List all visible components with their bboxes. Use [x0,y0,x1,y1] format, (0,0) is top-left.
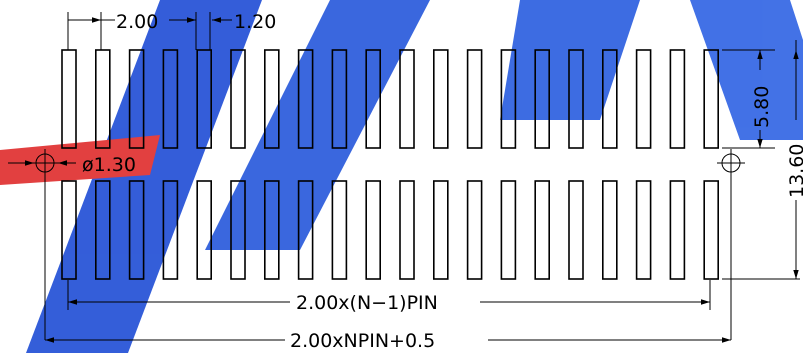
pad-bottom-6 [230,180,246,280]
hole-diameter-label: ø1.30 [82,154,136,176]
pad-top-15 [534,49,551,149]
pad-bottom-3 [128,180,145,280]
overall-height-label: 13.60 [786,144,803,198]
pad-bottom-17 [601,180,618,280]
pad-top-20 [703,49,720,149]
pad-bottom-5 [196,180,212,280]
pad-top-13 [466,49,483,149]
pad-top-17 [601,49,618,149]
pad-bottom-13 [466,180,483,280]
pad-bottom-14 [500,180,517,280]
pad-bottom-9 [331,180,348,280]
pad-top-12 [432,49,449,149]
pad-top-18 [635,49,652,149]
pad-top-6 [230,49,246,149]
pad-bottom-15 [534,180,551,280]
pad-top-7 [263,49,280,149]
pad-bottom-8 [297,180,314,280]
pad-top-9 [331,49,348,149]
pad-bottom-18 [635,180,652,280]
pad-bottom-16 [568,180,584,280]
span-dimension: 2.00x(N−1)PIN [67,280,711,314]
pad-bottom-1 [61,180,77,280]
pad-row-bottom [61,180,720,280]
pad-bottom-19 [669,180,686,280]
pitch-dimension: 2.00 [67,11,196,50]
pad-bottom-11 [399,180,415,280]
overall-width-label: 2.00xNPIN+0.5 [290,330,435,352]
span-label: 2.00x(N−1)PIN [296,292,438,314]
pad-top-1 [61,49,77,149]
pad-top-8 [297,49,314,149]
pad-length-label: 5.80 [751,86,773,128]
pad-top-19 [669,49,686,149]
pitch-label: 2.00 [116,11,158,33]
pad-bottom-4 [162,180,179,280]
pad-bottom-2 [95,180,111,280]
pad-top-3 [128,49,145,149]
pad-top-2 [95,49,111,149]
pad-top-11 [399,49,415,149]
pad-length-dimension: 5.80 [722,49,775,149]
mounting-hole-right [717,149,745,340]
pad-top-16 [568,49,584,149]
pad-top-4 [162,49,179,149]
pad-top-10 [365,49,382,149]
hole-diameter-callout: ø1.30 [8,154,136,176]
mounting-hole-left [31,149,59,340]
pad-width-label: 1.20 [234,11,276,33]
pad-bottom-12 [432,180,449,280]
pad-width-dimension: 1.20 [195,11,276,50]
pad-bottom-10 [365,180,382,280]
pad-top-5 [196,49,212,149]
pad-bottom-7 [263,180,280,280]
pad-top-14 [500,49,517,149]
overall-width-dimension: 2.00xNPIN+0.5 [45,330,731,352]
pad-bottom-20 [703,180,720,280]
overall-height-dimension: 13.60 [722,40,803,280]
pad-row-top [61,49,720,149]
